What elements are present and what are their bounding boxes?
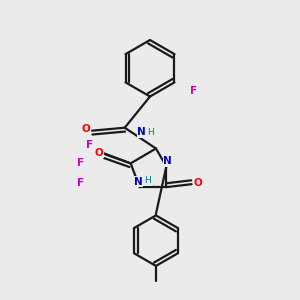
Text: O: O [194, 178, 203, 188]
Text: H: H [147, 128, 154, 137]
Text: F: F [190, 85, 197, 96]
Text: N: N [137, 127, 146, 137]
Text: O: O [81, 124, 90, 134]
Text: F: F [86, 140, 93, 150]
Text: F: F [77, 158, 84, 168]
Text: N: N [134, 177, 142, 187]
Text: O: O [94, 148, 103, 158]
Text: N: N [164, 156, 172, 166]
Text: F: F [77, 178, 84, 188]
Text: H: H [144, 176, 150, 185]
